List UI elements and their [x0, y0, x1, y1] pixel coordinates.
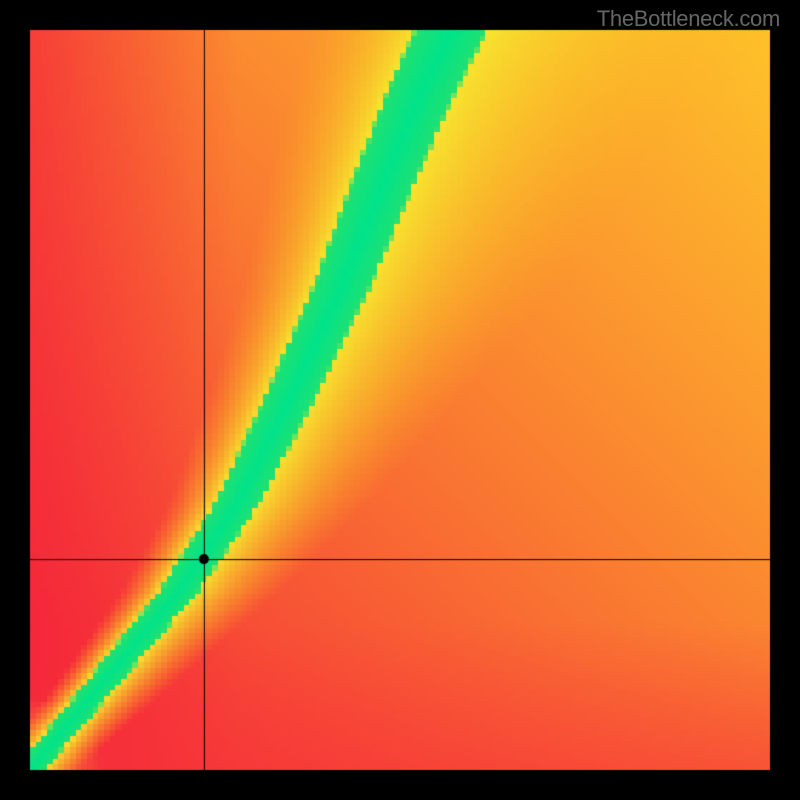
watermark-text: TheBottleneck.com: [597, 6, 780, 32]
chart-container: TheBottleneck.com: [0, 0, 800, 800]
bottleneck-heatmap-canvas: [0, 0, 800, 800]
